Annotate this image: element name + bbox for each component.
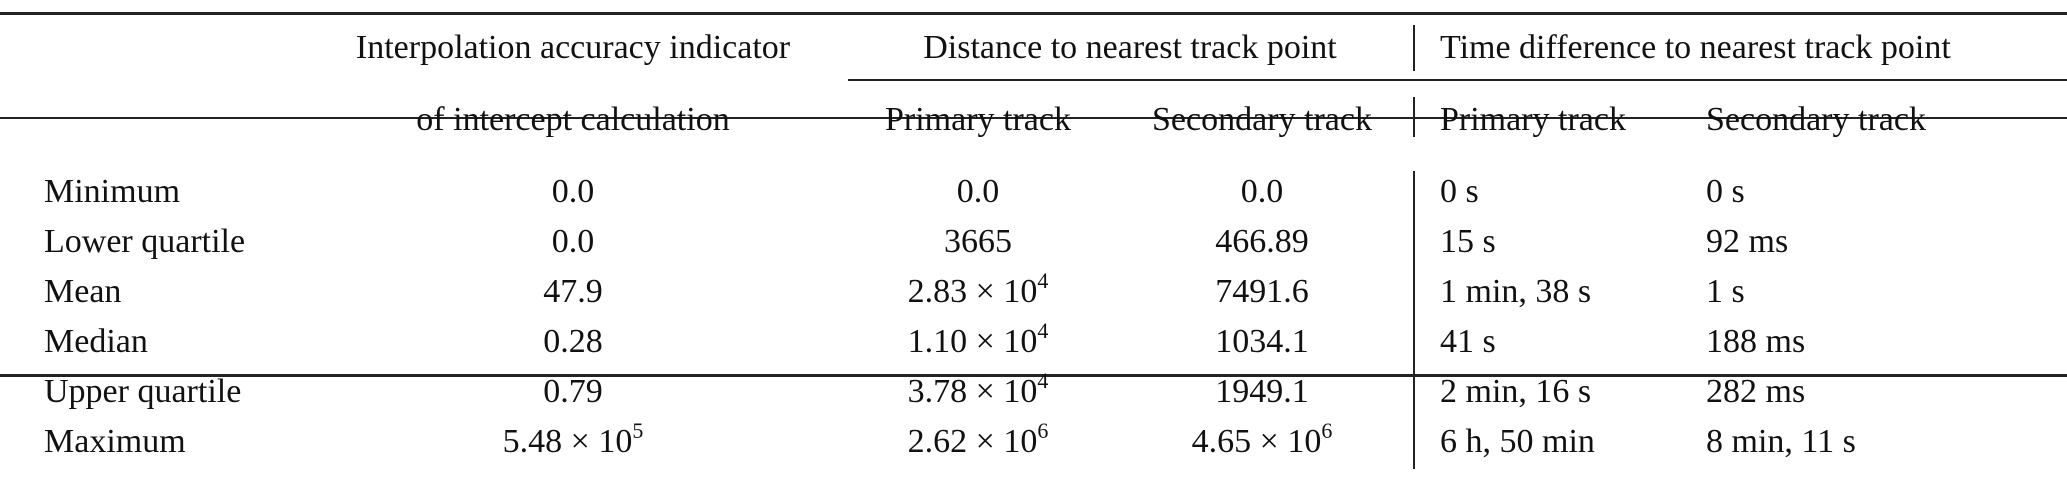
cell-dist-primary: 1.10 × 104 [907, 318, 1049, 361]
exponent: 4 [1037, 318, 1049, 343]
header-separator-1 [1413, 25, 1415, 71]
header-group-distance: Distance to nearest track point [923, 29, 1337, 66]
row-label: Upper quartile [44, 373, 242, 410]
cell-time-secondary: 282 ms [1706, 373, 1806, 410]
exponent: 6 [1037, 418, 1049, 443]
cell-interp: 0.28 [543, 323, 603, 360]
row-label: Minimum [44, 173, 181, 210]
header-interp-line1: Interpolation accuracy indicator [355, 29, 791, 66]
cell-dist-primary: 2.62 × 106 [907, 418, 1049, 461]
cell-time-primary: 2 min, 16 s [1440, 373, 1592, 410]
cell-time-primary: 0 s [1440, 173, 1479, 210]
cell-dist-secondary: 4.65 × 106 [1191, 418, 1333, 461]
row-label: Lower quartile [44, 223, 246, 260]
header-interp-line2: of intercept calculation [416, 101, 730, 138]
exponent: 4 [1037, 268, 1049, 293]
cell-dist-secondary: 1034.1 [1215, 323, 1309, 360]
cell-time-secondary: 1 s [1706, 273, 1745, 310]
bottom-rule [0, 374, 2067, 377]
exponent: 6 [1321, 418, 1333, 443]
cell-dist-secondary: 0.0 [1240, 173, 1284, 210]
cell-time-secondary: 8 min, 11 s [1706, 423, 1856, 460]
cell-interp: 0.0 [551, 223, 595, 260]
cell-time-primary: 41 s [1440, 323, 1496, 360]
cell-interp: 5.48 × 105 [502, 418, 644, 461]
cell-dist-secondary: 7491.6 [1215, 273, 1309, 310]
header-dist-secondary: Secondary track [1152, 101, 1372, 138]
cell-dist-primary: 0.0 [956, 173, 1000, 210]
cell-interp: 0.0 [551, 173, 595, 210]
row-label: Median [44, 323, 148, 360]
body-separator [1413, 171, 1415, 469]
cell-time-secondary: 0 s [1706, 173, 1745, 210]
exponent: 4 [1037, 368, 1049, 393]
cell-dist-primary: 3.78 × 104 [907, 368, 1049, 411]
cell-dist-secondary: 466.89 [1215, 223, 1309, 260]
exponent: 5 [632, 418, 644, 443]
header-separator-2 [1413, 97, 1415, 137]
cell-interp: 47.9 [543, 273, 603, 310]
cell-dist-primary: 2.83 × 104 [907, 268, 1049, 311]
cell-time-primary: 6 h, 50 min [1440, 423, 1595, 460]
cell-dist-primary: 3665 [944, 223, 1012, 260]
row-label: Mean [44, 273, 122, 310]
header-time-primary: Primary track [1440, 101, 1626, 138]
cell-dist-secondary: 1949.1 [1215, 373, 1309, 410]
header-midrule [0, 117, 2067, 119]
cell-interp: 0.79 [543, 373, 603, 410]
header-dist-primary: Primary track [885, 101, 1071, 138]
cell-time-secondary: 188 ms [1706, 323, 1806, 360]
cell-time-secondary: 92 ms [1706, 223, 1789, 260]
row-label: Maximum [44, 423, 186, 460]
header-group-time: Time difference to nearest track point [1440, 29, 1951, 66]
cell-time-primary: 15 s [1440, 223, 1496, 260]
cell-time-primary: 1 min, 38 s [1440, 273, 1592, 310]
group-cmidrule [848, 79, 2067, 81]
header-time-secondary: Secondary track [1706, 101, 1926, 138]
top-rule [0, 12, 2067, 15]
